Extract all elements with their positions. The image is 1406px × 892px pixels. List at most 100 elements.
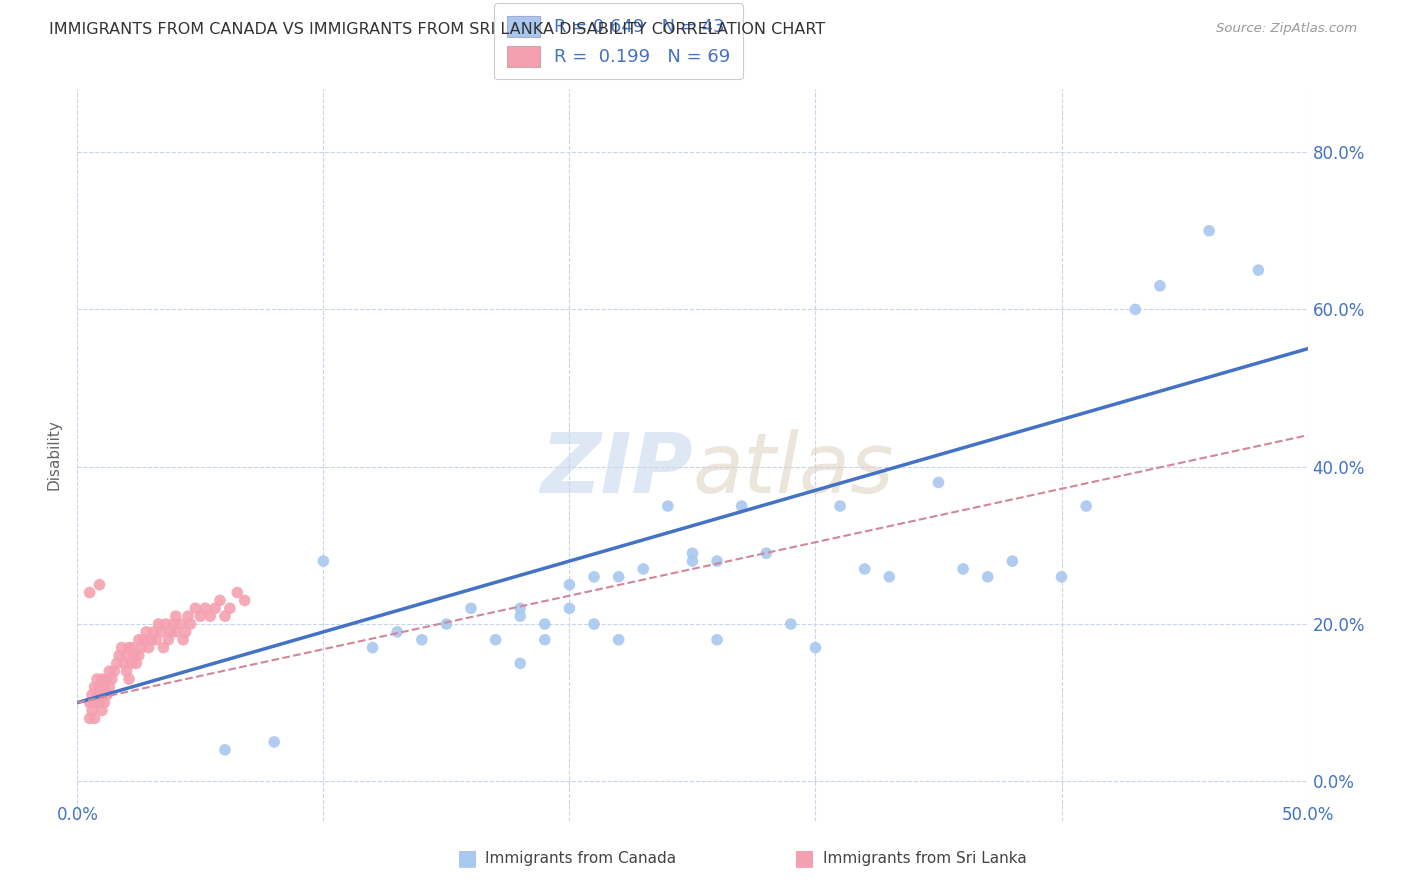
Point [135, 624, 157, 639]
Point [731, 499, 754, 513]
Point [165, 609, 187, 624]
Point [263, 735, 285, 749]
Text: Immigrants from Canada: Immigrants from Canada [485, 851, 676, 865]
Text: 0.0%: 0.0% [56, 806, 98, 824]
Point [209, 593, 232, 607]
Point [160, 624, 183, 639]
Point [165, 624, 187, 639]
Point [128, 632, 150, 647]
Point [583, 617, 606, 632]
Text: Immigrants from Sri Lanka: Immigrants from Sri Lanka [823, 851, 1026, 865]
Point [607, 632, 630, 647]
Point [115, 648, 138, 663]
Point [952, 562, 974, 576]
Point [82, 688, 104, 702]
Text: atlas: atlas [693, 429, 894, 510]
Point [86, 672, 108, 686]
Point [509, 657, 531, 671]
Point [188, 609, 212, 624]
Point [98, 680, 121, 694]
Point [460, 601, 482, 615]
Point [118, 672, 141, 686]
Point [706, 554, 728, 568]
Y-axis label: Disability: Disability [46, 419, 62, 491]
Text: ZIP: ZIP [540, 429, 693, 510]
Point [132, 632, 155, 647]
Point [103, 664, 125, 678]
Point [90, 688, 114, 702]
Point [534, 632, 557, 647]
Point [172, 632, 194, 647]
Point [830, 499, 852, 513]
Point [129, 640, 153, 655]
Text: Source: ZipAtlas.com: Source: ZipAtlas.com [1216, 22, 1357, 36]
Point [101, 672, 124, 686]
Point [879, 570, 901, 584]
Point [121, 657, 143, 671]
Point [780, 617, 803, 632]
Point [152, 640, 174, 655]
Point [79, 711, 101, 725]
Point [436, 617, 458, 632]
Point [411, 632, 433, 647]
Point [115, 664, 138, 678]
Point [162, 617, 184, 632]
Point [226, 585, 249, 599]
Point [79, 585, 101, 599]
Point [89, 577, 111, 591]
Point [93, 680, 115, 694]
Point [184, 601, 207, 615]
Point [155, 617, 177, 632]
Text: ■: ■ [457, 848, 478, 868]
Point [128, 648, 150, 663]
Point [111, 640, 132, 655]
Point [93, 696, 115, 710]
Point [1198, 224, 1220, 238]
Point [112, 657, 135, 671]
Point [174, 624, 197, 639]
Point [142, 624, 165, 639]
Point [200, 609, 222, 624]
Point [89, 696, 111, 710]
Point [706, 632, 728, 647]
Point [118, 640, 141, 655]
Point [1001, 554, 1024, 568]
Point [214, 609, 236, 624]
Point [233, 593, 256, 607]
Point [1050, 570, 1073, 584]
Point [1149, 278, 1171, 293]
Point [170, 617, 193, 632]
Point [83, 696, 105, 710]
Point [105, 657, 128, 671]
Point [90, 672, 114, 686]
Text: ■: ■ [794, 848, 815, 868]
Point [928, 475, 950, 490]
Point [141, 632, 163, 647]
Point [148, 617, 170, 632]
Point [607, 570, 630, 584]
Point [509, 609, 531, 624]
Point [86, 688, 108, 702]
Point [312, 554, 335, 568]
Legend: R = 0.649   N = 43, R =  0.199   N = 69: R = 0.649 N = 43, R = 0.199 N = 69 [495, 4, 742, 79]
Point [83, 711, 105, 725]
Point [145, 632, 167, 647]
Point [122, 648, 145, 663]
Point [558, 577, 581, 591]
Point [125, 657, 148, 671]
Point [977, 570, 1000, 584]
Point [138, 640, 160, 655]
Point [657, 499, 679, 513]
Point [150, 624, 173, 639]
Text: IMMIGRANTS FROM CANADA VS IMMIGRANTS FROM SRI LANKA DISABILITY CORRELATION CHART: IMMIGRANTS FROM CANADA VS IMMIGRANTS FRO… [49, 22, 825, 37]
Point [98, 664, 121, 678]
Point [219, 601, 242, 615]
Point [204, 601, 226, 615]
Point [755, 546, 778, 560]
Point [90, 704, 114, 718]
Point [485, 632, 508, 647]
Point [682, 546, 704, 560]
Point [177, 609, 200, 624]
Point [509, 601, 531, 615]
Point [583, 570, 606, 584]
